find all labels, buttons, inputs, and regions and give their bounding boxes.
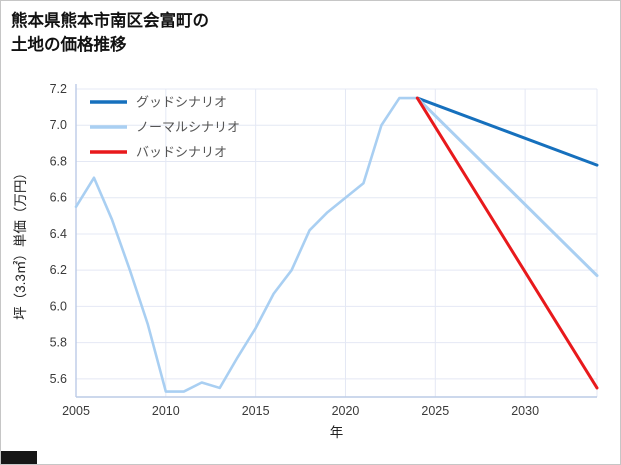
y-tick-label: 6.2 (50, 263, 67, 277)
y-tick-label: 6.6 (50, 191, 67, 205)
x-tick-label: 2010 (152, 404, 180, 418)
page-title: 熊本県熊本市南区会富町の 土地の価格推移 (11, 10, 209, 58)
legend-label-bad-scenario: バッドシナリオ (136, 145, 227, 160)
x-tick-label: 2020 (332, 404, 360, 418)
x-axis-label: 年 (330, 425, 344, 440)
y-tick-label: 5.8 (50, 336, 67, 350)
series-line-bad-scenario (415, 96, 599, 390)
watermark-box (1, 451, 37, 464)
series-line-good-scenario (415, 96, 599, 167)
series-line-history (74, 96, 419, 393)
y-tick-label: 7.0 (50, 118, 67, 132)
y-tick-label: 5.6 (50, 372, 67, 386)
x-tick-label: 2030 (511, 404, 539, 418)
x-tick-label: 2025 (421, 404, 449, 418)
x-tick-label: 2015 (242, 404, 270, 418)
y-tick-label: 6.4 (50, 227, 67, 241)
x-tick-label: 2005 (62, 404, 90, 418)
y-tick-label: 6.8 (50, 154, 67, 168)
legend-label-good-scenario: グッドシナリオ (136, 95, 227, 110)
legend-label-normal-scenario: ノーマルシナリオ (136, 120, 240, 135)
page-title-line2: 土地の価格推移 (11, 35, 127, 54)
y-axis-label: 坪（3.3㎡）単価（万円） (13, 166, 28, 320)
y-tick-label: 6.0 (50, 299, 67, 313)
y-tick-label: 7.2 (50, 82, 67, 96)
page-title-line1: 熊本県熊本市南区会富町の (11, 12, 209, 30)
series-line-normal-scenario (415, 96, 599, 278)
